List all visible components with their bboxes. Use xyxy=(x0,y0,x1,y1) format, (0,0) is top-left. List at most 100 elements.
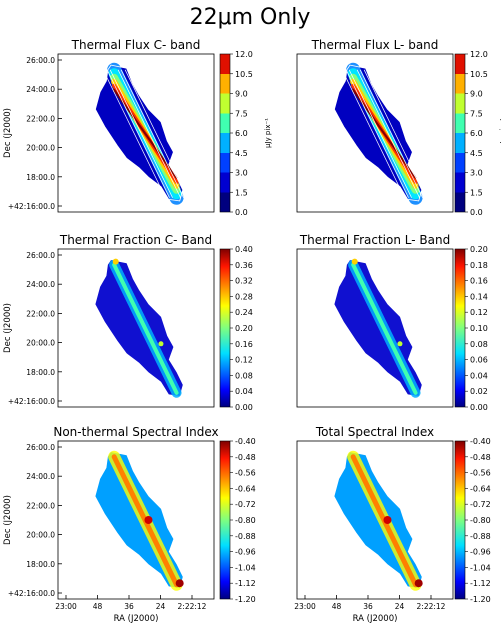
contour-line xyxy=(359,69,423,198)
colorbar-tick-label: -0.88 xyxy=(235,532,256,541)
colorbar-tick-label: -0.96 xyxy=(235,548,256,557)
y-axis-label: Dec (J2000) xyxy=(3,495,13,545)
index-peak xyxy=(144,516,153,524)
y-tick-label: 26:00.0 xyxy=(26,56,55,65)
colorbar-tick-label: 1.5 xyxy=(235,188,248,197)
colorbar-tick-label: 9.0 xyxy=(235,90,248,99)
y-tick-label: 20:00.0 xyxy=(26,531,55,540)
colorbar-tick-label: 0.00 xyxy=(470,403,488,412)
colorbar-tick-label: 7.5 xyxy=(470,109,483,118)
index-peak xyxy=(383,516,392,524)
colorbar-tick-label: 0.20 xyxy=(235,324,253,333)
contour-line xyxy=(363,69,427,198)
y-tick-label: 18:00.0 xyxy=(26,560,55,569)
colorbar-tick-label: 0.0 xyxy=(235,208,248,217)
colorbar xyxy=(454,440,466,600)
y-tick-label: 18:00.0 xyxy=(26,368,55,377)
colorbar-tick-label: 0.12 xyxy=(470,308,488,317)
x-tick-label: 2:22:12 xyxy=(178,602,207,611)
colorbar-tick-label: 6.0 xyxy=(470,129,483,138)
contour-line xyxy=(102,69,166,198)
colorbar-tick-label: 4.5 xyxy=(235,149,248,158)
colorbar-tick-label: -1.12 xyxy=(470,579,491,588)
colorbar-tick-label: 0.20 xyxy=(470,245,488,254)
contour-line xyxy=(341,69,405,198)
colorbar-tick-label: -0.48 xyxy=(235,453,256,462)
y-tick-label: +42:16:00.0 xyxy=(8,397,55,406)
colorbar-tick-label: 0.24 xyxy=(235,308,253,317)
y-tick-label: 20:00.0 xyxy=(26,339,55,348)
colorbar-tick-label: 4.5 xyxy=(470,149,483,158)
colorbar xyxy=(219,53,231,213)
colorbar-tick-label: -1.20 xyxy=(235,595,256,604)
colorbar-tick-label: -0.80 xyxy=(470,516,491,525)
colorbar-tick-label: 0.04 xyxy=(235,387,253,396)
y-tick-label: 18:00.0 xyxy=(26,173,55,182)
figure-suptitle: 22μm Only xyxy=(190,5,311,30)
fraction-peak xyxy=(112,258,119,265)
x-axis-label: RA (J2000) xyxy=(353,614,398,624)
fraction-knot xyxy=(397,341,403,347)
colorbar-tick-label: -0.40 xyxy=(235,437,256,446)
panel-title: Thermal Flux C- band xyxy=(71,38,201,52)
y-tick-label: 22:00.0 xyxy=(26,501,55,510)
contour-line xyxy=(109,69,173,198)
flux-level xyxy=(113,88,178,179)
colorbar-tick-label: 0.14 xyxy=(470,292,488,301)
panel-4: Thermal Fraction L- Band 0.20 0.18 0.16 0.14… xyxy=(296,233,488,412)
colorbar-tick-label: -1.04 xyxy=(470,563,491,572)
colorbar-tick-label: 0.06 xyxy=(470,356,488,365)
colorbar-tick-label: 7.5 xyxy=(235,109,248,118)
colorbar-tick-label: 0.16 xyxy=(470,277,488,286)
colorbar-tick-label: -0.56 xyxy=(470,469,491,478)
x-tick-label: 48 xyxy=(93,602,103,611)
fraction-ridge xyxy=(351,262,418,395)
x-tick-label: 2:22:12 xyxy=(417,602,446,611)
colorbar-tick-label: 0.00 xyxy=(235,403,253,412)
x-tick-label: 36 xyxy=(124,602,134,611)
colorbar-tick-label: -0.72 xyxy=(235,500,256,509)
colorbar xyxy=(219,248,231,408)
panel-1: Thermal Flux C- band 26:00.0 24:00.0 22:00.… xyxy=(3,38,272,217)
colorbar-tick-label: -0.40 xyxy=(470,437,491,446)
colorbar-tick-label: 0.08 xyxy=(235,371,253,380)
colorbar-label: μJy pix⁻¹ xyxy=(264,118,272,148)
y-tick-label: +42:16:00.0 xyxy=(8,589,55,598)
colorbar-tick-label: -0.64 xyxy=(235,484,256,493)
colorbar-tick-label: -1.12 xyxy=(235,579,256,588)
colorbar-tick-label: 0.28 xyxy=(235,292,253,301)
x-tick-label: 23:00 xyxy=(294,602,316,611)
colorbar-tick-label: 10.5 xyxy=(235,70,253,79)
y-tick-label: 26:00.0 xyxy=(26,443,55,452)
colorbar-tick-label: 0.10 xyxy=(470,324,488,333)
y-tick-label: 24:00.0 xyxy=(26,85,55,94)
colorbar-tick-label: -1.04 xyxy=(235,563,256,572)
colorbar-tick-label: 0.36 xyxy=(235,261,253,270)
x-tick-label: 24 xyxy=(395,602,405,611)
colorbar-tick-label: 0.04 xyxy=(470,371,488,380)
contour-line xyxy=(106,69,170,198)
fraction-ridge xyxy=(112,262,179,395)
colorbar-tick-label: 3.0 xyxy=(470,169,483,178)
colorbar-tick-label: -0.96 xyxy=(470,548,491,557)
outer-contour xyxy=(94,64,184,202)
contour-line xyxy=(117,69,181,198)
y-tick-label: 20:00.0 xyxy=(26,144,55,153)
panel-6: Total Spectral Index 23:00 48 36 24 2:22:12 RA… xyxy=(294,425,491,624)
colorbar-tick-label: -0.88 xyxy=(470,532,491,541)
y-tick-label: 22:00.0 xyxy=(26,114,55,123)
fraction-knot xyxy=(158,341,164,347)
colorbar-tick-label: 0.08 xyxy=(470,340,488,349)
colorbar xyxy=(454,248,466,408)
colorbar-tick-label: 3.0 xyxy=(235,169,248,178)
colorbar-tick-label: 0.40 xyxy=(235,245,253,254)
panel-title: Thermal Fraction C- Band xyxy=(59,233,212,247)
colorbar-tick-label: 12.0 xyxy=(235,50,253,59)
colorbar-tick-label: -0.56 xyxy=(235,469,256,478)
y-tick-label: 24:00.0 xyxy=(26,472,55,481)
contour-line xyxy=(356,69,420,198)
colorbar-tick-label: 9.0 xyxy=(470,90,483,99)
colorbar xyxy=(454,53,466,213)
colorbar-tick-label: -0.64 xyxy=(470,484,491,493)
